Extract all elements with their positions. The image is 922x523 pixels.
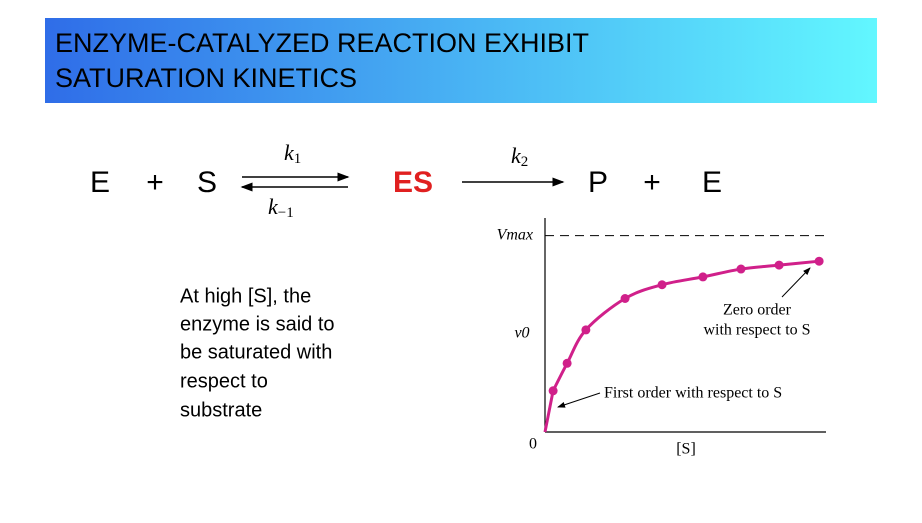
title-line: SATURATION KINETICS [55, 63, 357, 93]
plus: + [146, 166, 164, 199]
species: E [702, 166, 722, 199]
rate-symbol: k [268, 194, 279, 219]
rate-subscript: 2 [521, 154, 529, 170]
note-line: respect to [180, 370, 268, 392]
rate-subscript: 1 [294, 151, 302, 167]
curve-start [543, 390, 555, 433]
x-tick-label: 0 [529, 436, 537, 453]
data-point [736, 264, 746, 274]
rate-constant: k1 [284, 140, 301, 167]
annotation-arrow [557, 392, 601, 408]
note-line: be saturated with [180, 341, 332, 363]
rate-constant: k2 [511, 143, 528, 170]
note: At high [S], the enzyme is said to be sa… [180, 285, 335, 421]
data-point [548, 386, 558, 396]
x-axis-label: [S] [676, 441, 696, 458]
data-point [620, 293, 630, 303]
species: S [197, 166, 217, 199]
rate-subscript: −1 [278, 205, 294, 221]
rate-symbol: k [511, 143, 522, 168]
rate-symbol: k [284, 140, 295, 165]
data-point [774, 260, 784, 270]
species: E [90, 166, 110, 199]
note-line: substrate [180, 399, 262, 421]
equation: E + S k1 k−1 ES k2 P + E [90, 140, 722, 221]
annotation: First order with respect to S [604, 385, 782, 402]
note-line: enzyme is said to [180, 313, 335, 335]
title-banner [45, 18, 877, 103]
annotation: with respect to S [703, 322, 810, 339]
complex: ES [393, 166, 433, 199]
annotation-arrow [781, 267, 811, 298]
species: P [588, 166, 608, 199]
data-point [581, 325, 591, 335]
note-line: At high [S], the [180, 285, 311, 307]
data-point [698, 272, 708, 282]
title-line: ENZYME-CATALYZED REACTION EXHIBIT [55, 28, 589, 58]
y-tick-label: Vmax [497, 226, 533, 243]
y-axis-label: v0 [514, 325, 529, 342]
chart: v0 [S] Zero order with respect to S Firs… [497, 218, 826, 458]
data-point [657, 280, 667, 290]
data-point [814, 256, 824, 266]
plus: + [643, 166, 661, 199]
rate-constant: k−1 [268, 194, 294, 221]
data-point [562, 358, 572, 368]
annotation: Zero order [723, 302, 792, 319]
